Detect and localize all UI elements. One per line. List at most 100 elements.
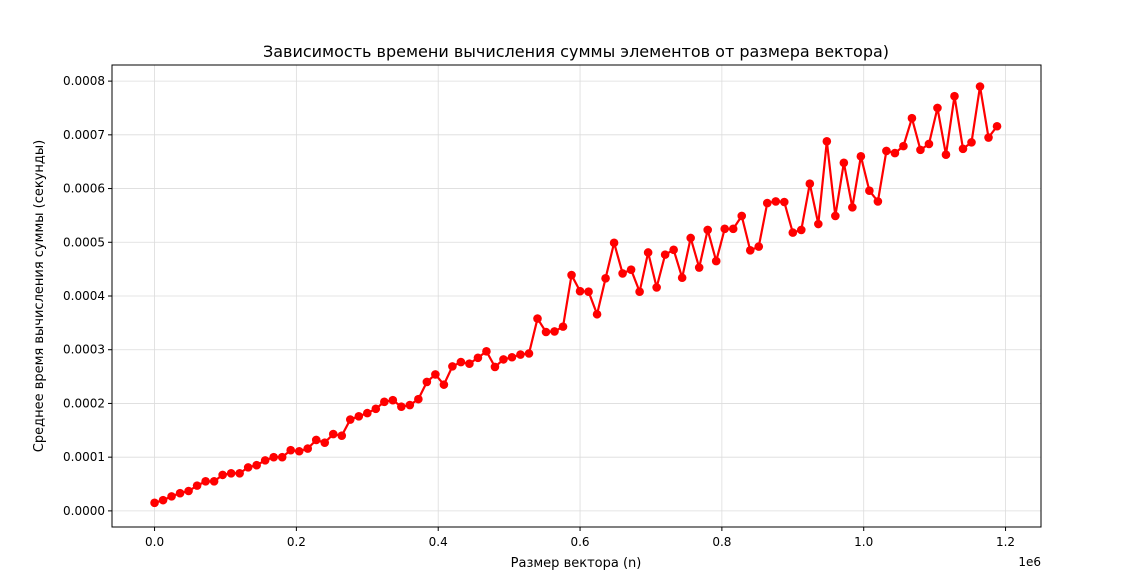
x-tick-label: 0.6 [570,535,589,549]
data-point [337,431,347,440]
data-point [686,233,695,243]
data-point [754,242,764,251]
y-tick-label: 0.0004 [63,289,105,303]
data-point [779,197,789,207]
data-point [311,435,321,445]
data-point [269,452,278,462]
data-point [541,327,551,337]
data-point [439,380,449,389]
data-point [252,460,261,470]
data-point [354,412,364,421]
y-axis-label: Среднее время вычисления суммы (секунды) [32,140,47,452]
x-tick-label: 0.0 [145,535,164,549]
series-line [154,85,998,504]
data-point [984,133,993,142]
data-point [558,322,568,331]
x-tick-label: 0.4 [429,535,448,549]
data-point [737,211,747,221]
data-point [831,211,840,221]
grid [112,65,1041,527]
y-tick-label: 0.0005 [63,235,105,249]
data-point [575,286,585,296]
data-point [839,158,849,168]
data-point [243,463,253,472]
data-point [822,136,832,146]
y-tick-label: 0.0007 [63,128,105,142]
x-axis-label: Размер вектора (n) [511,556,642,571]
data-point [771,197,781,206]
y-tick-label: 0.0006 [63,182,105,196]
data-point [643,248,653,257]
data-point [405,400,415,410]
data-point [592,309,602,319]
y-tick-label: 0.0000 [63,504,105,518]
data-point [626,265,636,274]
data-point [882,146,891,156]
data-point [277,452,287,462]
data-point [490,362,500,372]
data-point [235,468,244,478]
data-point [711,256,721,266]
y-tick-label: 0.0001 [63,450,105,464]
data-point [907,113,917,123]
data-point [567,270,576,280]
data-point [856,152,866,161]
x-tick-label: 1.2 [996,535,1015,549]
data-point [499,355,508,364]
data-point [805,179,815,189]
data-point [175,488,185,498]
x-offset-label: 1e6 [1018,555,1041,569]
data-point [609,238,619,248]
data-point [958,144,968,154]
data-point [669,245,678,255]
x-axis: 0.0 0.2 0.4 0.6 0.8 1.0 1.2 [145,527,1015,549]
data-point [226,468,236,478]
y-axis: 0.0000 0.0001 0.0002 0.0003 0.0004 0.0005 0.00… [63,74,112,518]
y-tick-label: 0.0002 [63,396,105,410]
data-point [303,444,313,453]
data-point [677,273,687,283]
data-point [720,224,730,234]
data-point [797,225,806,235]
data-point [975,82,985,91]
data-point [788,228,798,237]
data-point [482,347,491,356]
data-point [380,397,389,407]
data-point [584,287,593,297]
data-point [533,314,542,323]
data-point [362,408,372,418]
y-tick-label: 0.0003 [63,343,105,357]
data-point [728,224,738,234]
data-point [507,352,517,362]
data-point [422,377,432,387]
x-tick-label: 0.8 [712,535,731,549]
data-point [328,429,338,439]
data-point [201,477,210,486]
data-point [524,349,534,358]
data-point [873,197,883,206]
data-point [635,287,644,297]
x-tick-label: 1.0 [854,535,873,549]
data-point [192,481,202,490]
data-point [260,456,270,465]
data-point [473,353,483,363]
data-point [967,138,976,147]
data-point [660,250,670,259]
data-point [388,395,398,405]
data-point [218,470,227,480]
x-tick-label: 0.2 [287,535,306,549]
data-point [550,327,559,336]
data-point [431,370,440,379]
data-point [848,203,857,212]
data-point [890,148,900,158]
data-point [448,362,457,371]
data-point [762,198,772,208]
data-point [601,273,610,283]
data-point [694,263,704,272]
data-point [167,492,176,501]
data-point [345,415,355,424]
data-point [286,445,296,455]
data-point [950,91,959,101]
data-point [992,121,1002,131]
